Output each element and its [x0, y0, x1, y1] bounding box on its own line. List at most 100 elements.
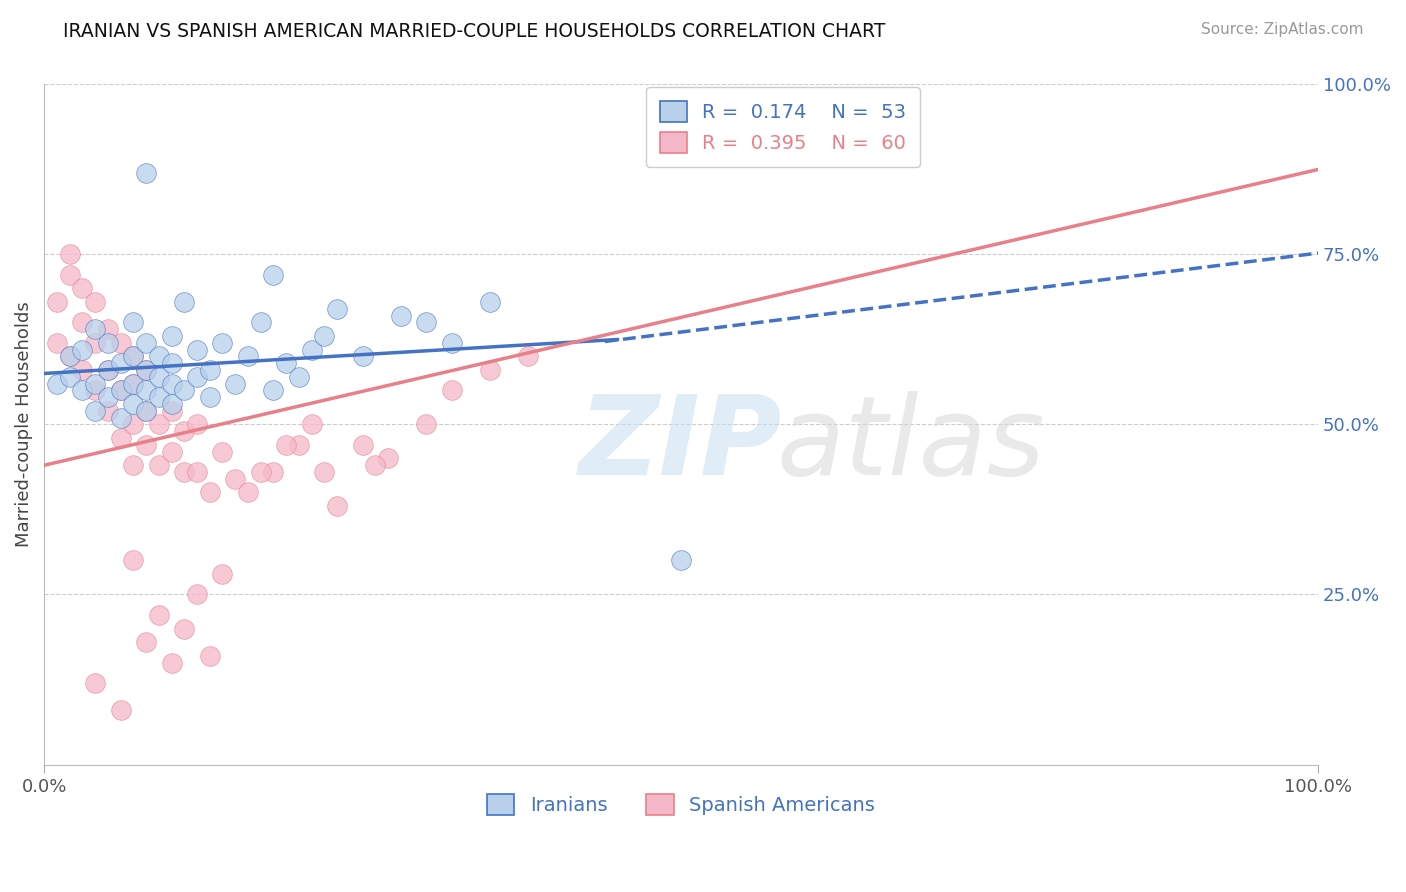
Point [173, 384, 195, 398]
Point [148, 350, 170, 364]
Point [415, 316, 437, 330]
Point [110, 431, 132, 445]
Point [352, 438, 374, 452]
Point [135, 363, 157, 377]
Point [198, 363, 221, 377]
Point [148, 458, 170, 473]
Text: Source: ZipAtlas.com: Source: ZipAtlas.com [1201, 22, 1364, 37]
Point [58, 370, 80, 384]
Point [84, 676, 107, 690]
Point [72, 384, 94, 398]
Point [97, 363, 120, 377]
Point [301, 417, 323, 432]
Point [249, 316, 271, 330]
Point [160, 404, 183, 418]
Text: ZIP: ZIP [579, 392, 783, 499]
Point [110, 384, 132, 398]
Point [72, 363, 94, 377]
Point [122, 376, 145, 391]
Point [84, 384, 107, 398]
Point [110, 356, 132, 370]
Point [288, 370, 311, 384]
Point [122, 397, 145, 411]
Point [479, 295, 502, 310]
Point [198, 485, 221, 500]
Y-axis label: Married-couple Households: Married-couple Households [15, 301, 32, 548]
Point [135, 166, 157, 180]
Point [160, 397, 183, 411]
Point [135, 438, 157, 452]
Point [326, 499, 349, 513]
Point [173, 424, 195, 438]
Point [58, 350, 80, 364]
Text: IRANIAN VS SPANISH AMERICAN MARRIED-COUPLE HOUSEHOLDS CORRELATION CHART: IRANIAN VS SPANISH AMERICAN MARRIED-COUP… [63, 22, 886, 41]
Point [122, 316, 145, 330]
Point [122, 376, 145, 391]
Point [45, 295, 67, 310]
Point [148, 370, 170, 384]
Point [186, 417, 208, 432]
Point [72, 281, 94, 295]
Point [72, 316, 94, 330]
Point [135, 384, 157, 398]
Point [352, 350, 374, 364]
Point [97, 335, 120, 350]
Point [122, 350, 145, 364]
Point [440, 335, 463, 350]
Point [122, 553, 145, 567]
Point [276, 438, 298, 452]
Point [45, 335, 67, 350]
Point [262, 465, 284, 479]
Point [262, 384, 284, 398]
Point [517, 350, 540, 364]
Point [110, 410, 132, 425]
Point [45, 376, 67, 391]
Point [122, 417, 145, 432]
Point [135, 404, 157, 418]
Point [186, 465, 208, 479]
Point [160, 356, 183, 370]
Text: atlas: atlas [776, 392, 1045, 499]
Point [198, 390, 221, 404]
Point [262, 268, 284, 282]
Point [84, 335, 107, 350]
Point [173, 465, 195, 479]
Point [84, 376, 107, 391]
Point [84, 295, 107, 310]
Point [110, 703, 132, 717]
Point [135, 635, 157, 649]
Point [288, 438, 311, 452]
Point [58, 268, 80, 282]
Legend: Iranians, Spanish Americans: Iranians, Spanish Americans [479, 786, 883, 822]
Point [148, 390, 170, 404]
Point [97, 404, 120, 418]
Point [314, 329, 336, 343]
Point [211, 444, 233, 458]
Point [377, 451, 399, 466]
Point [97, 322, 120, 336]
Point [84, 404, 107, 418]
Point [160, 656, 183, 670]
Point [122, 458, 145, 473]
Point [97, 363, 120, 377]
Point [364, 458, 387, 473]
Point [314, 465, 336, 479]
Point [236, 485, 259, 500]
Point [249, 465, 271, 479]
Point [173, 295, 195, 310]
Point [72, 343, 94, 357]
Point [276, 356, 298, 370]
Point [186, 587, 208, 601]
Point [58, 350, 80, 364]
Point [58, 247, 80, 261]
Point [301, 343, 323, 357]
Point [211, 335, 233, 350]
Point [135, 404, 157, 418]
Point [669, 553, 692, 567]
Point [160, 329, 183, 343]
Point [186, 343, 208, 357]
Point [173, 622, 195, 636]
Point [122, 350, 145, 364]
Point [415, 417, 437, 432]
Point [160, 376, 183, 391]
